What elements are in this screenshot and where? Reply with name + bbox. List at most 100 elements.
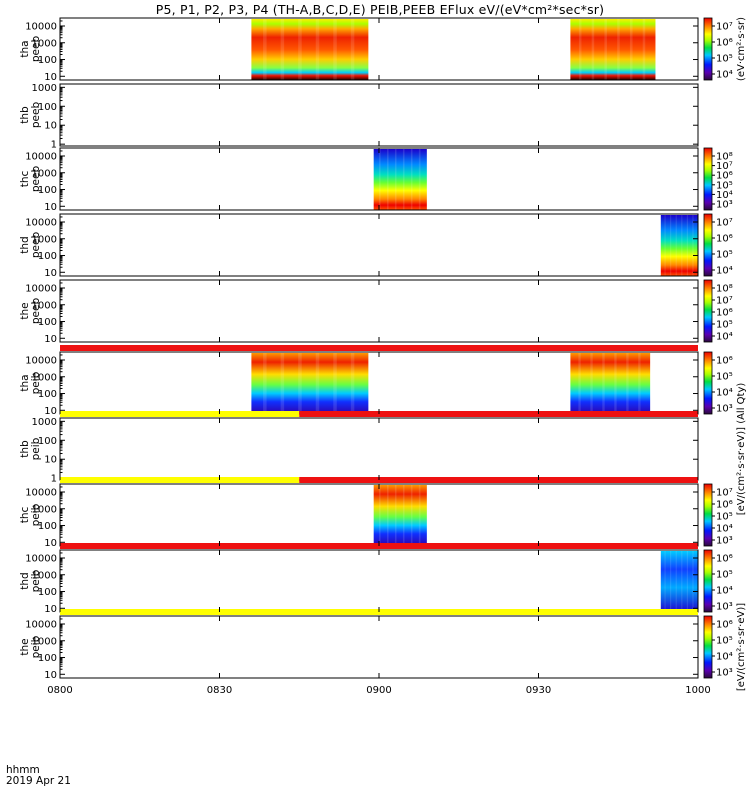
colorbar-tick-label: 10⁸ (716, 152, 733, 163)
spectrogram-texture (681, 551, 683, 612)
colorbar-tick-label: 10³ (716, 200, 733, 211)
colorbar-tick-label: 10⁵ (716, 512, 733, 523)
spectrogram-texture (590, 353, 593, 414)
colorbar-tick-label: 10⁴ (716, 190, 733, 201)
colorbar (703, 279, 713, 343)
spectrogram-texture (350, 353, 355, 414)
colorbar-tick-label: 10⁷ (716, 488, 733, 499)
spectrogram-texture (298, 353, 302, 414)
y-tick-label: 1 (51, 474, 57, 485)
spectrogram-texture (578, 353, 581, 414)
spectrogram-texture (379, 485, 381, 546)
y-axis-label-probe: tha (19, 374, 31, 391)
y-tick-label: 10 (44, 604, 57, 615)
colorbar-units-label: (eV·cm²·s·sr) (736, 17, 747, 81)
y-tick-label: 1000 (32, 300, 57, 311)
y-tick-label: 100 (38, 389, 57, 400)
y-axis-label-product: peib (30, 503, 42, 526)
y-tick-label: 10000 (25, 283, 57, 294)
quality-flag-segment (60, 411, 300, 417)
colorbar-tick-label: 10³ (716, 536, 733, 547)
colorbar-tick-label: 10⁶ (716, 38, 733, 49)
spectrogram-texture (670, 215, 672, 276)
quality-flag-bar (60, 477, 698, 483)
y-tick-label: 10000 (25, 355, 57, 366)
y-axis-label-probe: thd (19, 572, 31, 589)
spectrogram-texture (410, 149, 413, 210)
panel-frame (59, 279, 699, 343)
colorbar-tick-label: 10⁴ (716, 388, 733, 399)
panel-frame (59, 83, 699, 147)
panel-frame (59, 213, 699, 277)
y-tick-label: 10 (44, 406, 57, 417)
colorbar-tick-label: 10⁴ (716, 70, 733, 81)
spectrogram-texture (263, 19, 267, 80)
y-tick-label: 100 (38, 436, 57, 447)
y-axis-label-product: peeb (30, 102, 42, 129)
colorbar-tick-label: 10⁶ (716, 620, 733, 631)
y-axis-label-probe: thd (19, 236, 31, 253)
colorbar-tick-label: 10⁵ (716, 636, 733, 647)
quality-flag-bar (60, 345, 698, 351)
colorbar-tick-label: 10⁶ (716, 356, 733, 367)
y-tick-label: 1000 (32, 570, 57, 581)
spectrogram-texture (394, 149, 397, 210)
y-tick-label: 10000 (25, 21, 57, 32)
spectrogram-texture (350, 19, 355, 80)
x-tick-label: 0830 (207, 685, 232, 696)
y-tick-label: 10 (44, 670, 57, 681)
x-tick-label: 0930 (526, 685, 551, 696)
x-tick-label: 1000 (685, 685, 710, 696)
colorbar-tick-label: 10⁷ (716, 218, 733, 229)
spectrogram-texture (664, 215, 666, 276)
panel-tha-peib: 10000 1000 100 10 thapeib 10⁶ 10⁵ 10⁴ 10³ (19, 351, 733, 417)
quality-flag-segment (60, 477, 300, 483)
panel-frame (59, 615, 699, 679)
quality-flag-segment (60, 345, 698, 351)
spectrogram-texture (402, 485, 405, 546)
spectrogram-block (373, 485, 427, 546)
y-tick-label: 1000 (32, 372, 57, 383)
colorbar-units-label: [eV/(cm²·s·sr·eV)] (All Qty) (736, 383, 747, 516)
colorbar-tick-label: 10⁴ (716, 586, 733, 597)
quality-flag-bar (60, 411, 698, 417)
y-axis-label: thepeib (19, 635, 42, 658)
y-axis-label: thapeib (19, 371, 42, 394)
spectrogram-block (373, 149, 427, 210)
y-axis-label-probe: thb (19, 106, 31, 124)
spectrogram-texture (315, 353, 320, 414)
spectrogram-texture (692, 551, 694, 612)
y-axis-label: thbpeeb (19, 102, 42, 129)
y-tick-label: 10 (44, 202, 57, 213)
spectrogram-texture (664, 551, 666, 612)
y-axis-label-product: peeb (30, 36, 42, 63)
y-axis-label-product: peib (30, 569, 42, 592)
spectrogram-texture (298, 19, 302, 80)
panel-frame (59, 417, 699, 481)
spectrogram-texture (379, 149, 381, 210)
spectrogram-texture (418, 149, 421, 210)
colorbar-tick-label: 10⁴ (716, 524, 733, 535)
colorbar-tick-label: 10⁵ (716, 250, 733, 261)
y-tick-label: 10 (44, 334, 57, 345)
y-tick-label: 10000 (25, 217, 57, 228)
colorbar-tick-label: 10⁷ (716, 22, 733, 33)
colorbar-tick-label: 10⁶ (716, 554, 733, 565)
colorbar-tick-label: 10⁴ (716, 332, 733, 343)
y-tick-label: 1000 (32, 636, 57, 647)
y-tick-label: 10000 (25, 553, 57, 564)
y-axis-label: thcpeib (19, 503, 42, 526)
y-tick-label: 1000 (32, 83, 57, 94)
colorbar-tick-label: 10⁵ (716, 570, 733, 581)
colorbar-tick-label: 10⁶ (716, 234, 733, 245)
y-tick-label: 100 (38, 185, 57, 196)
spectrogram-texture (675, 551, 677, 612)
spectrogram-texture (604, 19, 607, 80)
spectrogram-texture (686, 215, 688, 276)
y-axis-label-product: peeb (30, 166, 42, 193)
y-axis-label: thapeeb (19, 36, 42, 63)
y-tick-label: 100 (38, 653, 57, 664)
